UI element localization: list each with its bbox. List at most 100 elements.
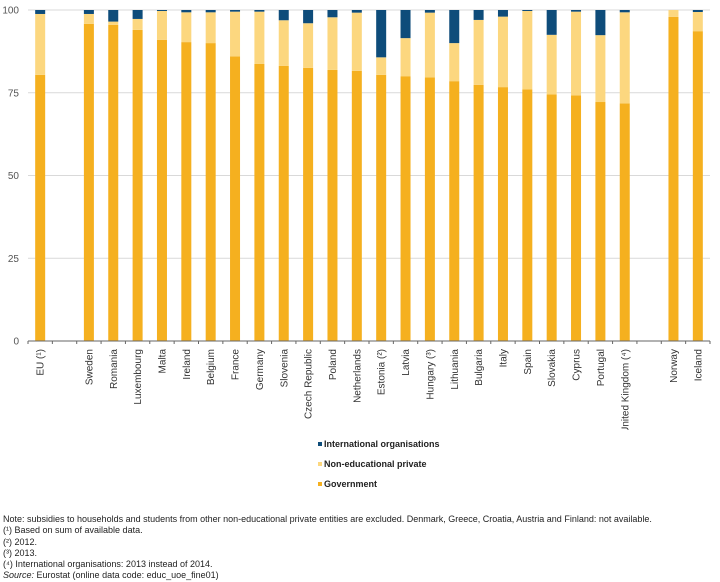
x-tick-label: Sweden bbox=[84, 349, 95, 385]
y-axis-ticks: 0 25 50 75 100 bbox=[2, 6, 19, 348]
y-tick-label: 50 bbox=[8, 171, 20, 182]
bar-segment-non-educational-private bbox=[522, 10, 533, 90]
x-tick-label: Lithuania bbox=[450, 349, 461, 390]
bar-segment-international-organisations bbox=[230, 10, 241, 12]
bar-segment-international-organisations bbox=[473, 10, 484, 20]
bar-segment-non-educational-private bbox=[692, 11, 703, 32]
bar-segment-international-organisations bbox=[376, 10, 387, 58]
bar-segment-non-educational-private bbox=[303, 23, 314, 68]
y-tick-label: 75 bbox=[8, 88, 20, 99]
x-tick-label: France bbox=[231, 349, 242, 381]
bar-segment-government bbox=[571, 95, 582, 341]
x-tick-label: Slovakia bbox=[547, 349, 558, 387]
bar-segment-non-educational-private bbox=[230, 11, 241, 57]
source-label: Source: bbox=[3, 570, 35, 581]
bar-segment-non-educational-private bbox=[205, 12, 216, 44]
bar-segment-government bbox=[473, 84, 484, 341]
bar-segment-government bbox=[546, 94, 557, 341]
bar-segment-non-educational-private bbox=[181, 12, 192, 43]
bar-segment-international-organisations bbox=[497, 10, 508, 17]
source-text: Eurostat (online data code: educ_uoe_fin… bbox=[34, 570, 219, 581]
x-tick-label: Hungary (³) bbox=[425, 349, 436, 400]
legend-label-international: International organisations bbox=[324, 439, 440, 449]
bar-segment-government bbox=[595, 102, 606, 341]
x-tick-label: Malta bbox=[157, 349, 168, 374]
bar-segment-government bbox=[619, 103, 630, 341]
bar-segment-international-organisations bbox=[132, 10, 143, 19]
bar-segment-non-educational-private bbox=[571, 11, 582, 96]
bar-segment-international-organisations bbox=[400, 10, 411, 39]
footnote-1: (¹) Based on sum of available data. bbox=[3, 525, 143, 536]
bar-segment-non-educational-private bbox=[108, 21, 119, 25]
bar-segment-non-educational-private bbox=[83, 13, 94, 24]
x-tick-label: Norway bbox=[669, 349, 680, 383]
bar-segment-non-educational-private bbox=[424, 12, 435, 78]
source-line: Source: Eurostat (online data code: educ… bbox=[3, 570, 652, 581]
bar-segment-government bbox=[230, 56, 241, 342]
bar-segment-international-organisations bbox=[181, 10, 192, 13]
x-tick-label: United Kingdom (⁴) bbox=[620, 349, 631, 430]
bar-segment-non-educational-private bbox=[449, 43, 460, 82]
bar-segment-non-educational-private bbox=[376, 57, 387, 75]
note-text: Note: subsidies to households and studen… bbox=[3, 514, 652, 524]
bar-segment-international-organisations bbox=[522, 10, 533, 11]
bar-segment-non-educational-private bbox=[254, 11, 265, 64]
legend-item-non-educational-private: Non-educational private bbox=[318, 454, 440, 474]
x-tick-label: Germany bbox=[255, 349, 266, 390]
legend-label-non-educational-private: Non-educational private bbox=[324, 459, 427, 469]
bar-segment-government bbox=[278, 65, 289, 342]
x-tick-label: Spain bbox=[523, 349, 534, 375]
bar-segment-international-organisations bbox=[692, 10, 703, 12]
x-tick-label: Cyprus bbox=[572, 349, 583, 381]
bar-segment-international-organisations bbox=[571, 10, 582, 12]
x-tick-label: Portugal bbox=[596, 349, 607, 386]
bar-segment-non-educational-private bbox=[156, 10, 167, 40]
bar-segment-government bbox=[132, 29, 143, 342]
stacked-bar-chart: 0 25 50 75 100 EU (¹) Sweden Romania Luxembourg… bbox=[2, 6, 711, 430]
bar-segment-government bbox=[35, 74, 46, 341]
y-tick-label: 100 bbox=[2, 6, 19, 17]
bar-segment-non-educational-private bbox=[619, 12, 630, 104]
bar-segment-government bbox=[205, 43, 216, 341]
legend-swatch-non-educational-private bbox=[318, 462, 322, 466]
x-tick-label: Slovenia bbox=[279, 349, 290, 388]
bar-segment-government bbox=[108, 24, 119, 342]
bar-segment-government bbox=[181, 42, 192, 342]
legend-swatch-government bbox=[318, 482, 322, 486]
footnote-4: (⁴) International organisations: 2013 in… bbox=[3, 559, 213, 570]
x-tick-label: Bulgaria bbox=[474, 349, 485, 386]
legend-swatch-international bbox=[318, 442, 322, 446]
bar-segment-government bbox=[692, 31, 703, 342]
bar-segment-government bbox=[303, 67, 314, 342]
legend-item-government: Government bbox=[318, 474, 440, 494]
bar-segment-government bbox=[522, 89, 533, 341]
bar-segment-government bbox=[424, 77, 435, 342]
y-tick-label: 25 bbox=[8, 254, 20, 265]
footnote-2: (²) 2012. bbox=[3, 536, 38, 547]
bar-segment-government bbox=[351, 70, 362, 342]
bar-segment-non-educational-private bbox=[132, 18, 143, 30]
x-tick-label: EU (¹) bbox=[36, 349, 47, 376]
bar-segment-international-organisations bbox=[205, 10, 216, 13]
bar-segment-government bbox=[254, 63, 265, 341]
bar-segment-government bbox=[449, 81, 460, 341]
bar-segment-non-educational-private bbox=[497, 16, 508, 88]
legend-item-international: International organisations bbox=[318, 434, 440, 454]
bar-segment-international-organisations bbox=[254, 10, 265, 12]
x-tick-label: Luxembourg bbox=[133, 349, 144, 405]
x-tick-label: Netherlands bbox=[352, 349, 363, 403]
x-axis bbox=[27, 340, 711, 344]
bar-segment-international-organisations bbox=[156, 10, 167, 11]
bar-segment-non-educational-private bbox=[668, 10, 679, 17]
bar-segment-international-organisations bbox=[108, 10, 119, 22]
bar-segment-non-educational-private bbox=[473, 19, 484, 85]
bar-segment-international-organisations bbox=[278, 10, 289, 21]
bar-segment-non-educational-private bbox=[546, 34, 557, 95]
bar-segment-non-educational-private bbox=[327, 17, 338, 70]
bar-segment-government bbox=[400, 76, 411, 341]
bar-segment-non-educational-private bbox=[400, 38, 411, 77]
bar-segment-international-organisations bbox=[595, 10, 606, 36]
x-tick-label: Latvia bbox=[401, 349, 412, 376]
x-tick-label: Romania bbox=[109, 349, 120, 389]
bar-segment-international-organisations bbox=[424, 10, 435, 13]
